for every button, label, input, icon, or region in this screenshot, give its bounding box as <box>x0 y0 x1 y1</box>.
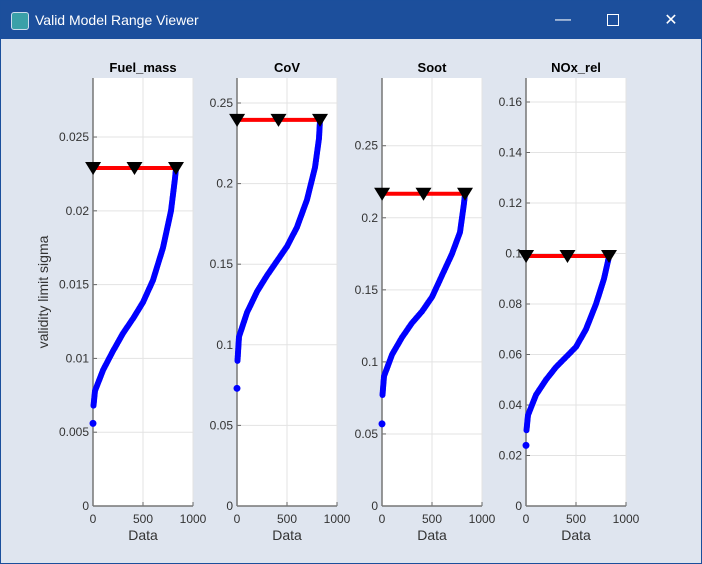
close-icon: ✕ <box>664 12 678 29</box>
y-tick-label: 0.02 <box>499 448 523 462</box>
x-tick-label: 0 <box>234 512 241 526</box>
limit-marker <box>415 187 432 201</box>
subplot-soot: 0 500 1000 0 0.05 0.1 0.15 0.2 0.25 Soot Data <box>355 60 496 543</box>
x-tick-label: 0 <box>379 512 386 526</box>
subplot-title: NOx_rel <box>551 60 601 75</box>
x-tick-label: 1000 <box>469 512 496 526</box>
subplot-title: Fuel_mass <box>109 60 176 75</box>
limit-marker <box>559 250 576 264</box>
y-tick-label: 0.1 <box>216 338 233 352</box>
x-tick-label: 500 <box>422 512 442 526</box>
x-axis-label: Data <box>417 527 447 543</box>
limit-marker <box>374 187 391 201</box>
y-tick-label: 0.14 <box>499 145 523 159</box>
window-title: Valid Model Range Viewer <box>35 12 199 28</box>
y-tick-label: 0 <box>515 499 522 513</box>
y-tick-label: 0.15 <box>355 283 379 297</box>
maximize-icon <box>607 14 619 26</box>
minimize-button[interactable]: — <box>540 1 586 39</box>
data-point <box>89 419 97 427</box>
y-tick-label: 0.1 <box>505 246 522 260</box>
y-tick-label: 0.08 <box>499 297 523 311</box>
y-tick-label: 0.005 <box>59 425 89 439</box>
y-tick-label: 0.025 <box>59 130 89 144</box>
y-tick-label: 0.04 <box>499 398 523 412</box>
x-tick-label: 1000 <box>613 512 640 526</box>
y-tick-label: 0.2 <box>216 177 233 191</box>
y-tick-label: 0.1 <box>361 355 378 369</box>
y-tick-label: 0.15 <box>210 257 234 271</box>
y-tick-label: 0.12 <box>499 196 523 210</box>
y-tick-label: 0.06 <box>499 347 523 361</box>
limit-marker <box>168 162 184 176</box>
data-point <box>233 384 241 392</box>
x-axis-label: Data <box>561 527 591 543</box>
matlab-app-icon <box>11 12 29 30</box>
subplot-title: Soot <box>418 60 448 75</box>
title-bar[interactable]: Valid Model Range Viewer — ✕ <box>1 1 701 39</box>
limit-marker <box>126 162 143 176</box>
limit-marker <box>457 187 473 201</box>
limit-marker <box>270 113 287 127</box>
data-point <box>378 420 386 428</box>
limit-marker <box>601 250 617 264</box>
x-axis-label: Data <box>272 527 302 543</box>
close-button[interactable]: ✕ <box>648 1 694 39</box>
limit-marker <box>518 250 535 264</box>
x-tick-label: 0 <box>523 512 530 526</box>
x-tick-label: 500 <box>133 512 153 526</box>
x-axis-label: Data <box>128 527 158 543</box>
x-tick-label: 500 <box>277 512 297 526</box>
minimize-icon: — <box>555 11 571 28</box>
y-axis-label: validity limit sigma <box>35 235 51 348</box>
y-tick-label: 0 <box>82 499 89 513</box>
y-tick-label: 0.05 <box>355 427 379 441</box>
subplot-nox_rel: 0 500 1000 0 0.02 0.04 0.06 0.08 0.1 0.12 0.14 0.16… <box>499 60 640 543</box>
y-tick-label: 0.2 <box>361 211 378 225</box>
y-tick-label: 0.16 <box>499 95 523 109</box>
limit-marker <box>312 113 328 127</box>
limit-marker <box>85 162 102 176</box>
limit-marker <box>229 113 246 127</box>
x-tick-label: 0 <box>90 512 97 526</box>
x-tick-label: 500 <box>566 512 586 526</box>
figure-canvas: 0 500 1000 0 0.005 0.01 0.015 0.02 0.025 Fuel_mas… <box>35 60 640 543</box>
x-tick-label: 1000 <box>324 512 351 526</box>
y-tick-label: 0 <box>371 499 378 513</box>
y-tick-label: 0.02 <box>66 204 90 218</box>
y-tick-label: 0.25 <box>210 96 234 110</box>
x-tick-label: 1000 <box>180 512 207 526</box>
subplot-fuel_mass: 0 500 1000 0 0.005 0.01 0.015 0.02 0.025 Fuel_mas… <box>35 60 207 543</box>
y-tick-label: 0 <box>226 499 233 513</box>
y-tick-label: 0.015 <box>59 278 89 292</box>
y-tick-label: 0.05 <box>210 418 234 432</box>
subplot-title: CoV <box>274 60 300 75</box>
y-tick-label: 0.25 <box>355 139 379 153</box>
y-tick-label: 0.01 <box>66 351 90 365</box>
data-point <box>522 441 530 449</box>
subplot-cov: 0 500 1000 0 0.05 0.1 0.15 0.2 0.25 CoV Data <box>210 60 351 543</box>
maximize-button[interactable] <box>590 1 636 39</box>
